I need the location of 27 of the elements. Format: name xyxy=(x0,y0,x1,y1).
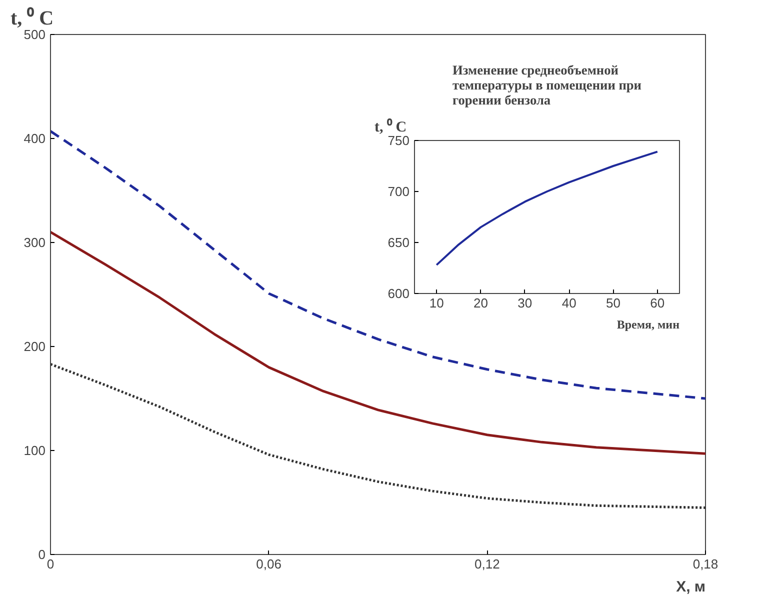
x-axis-title: Время, мин xyxy=(616,318,680,332)
x-tick-label: 0,12 xyxy=(474,556,500,572)
y-tick-label: 0 xyxy=(38,547,46,562)
y-tick-label: 650 xyxy=(388,235,410,250)
y-tick-label: 100 xyxy=(24,443,46,458)
x-tick-label: 0,06 xyxy=(256,556,282,572)
y-tick-label: 300 xyxy=(24,235,46,250)
x-tick-label: 60 xyxy=(650,296,665,310)
y-tick-label: 200 xyxy=(24,339,46,354)
line-series xyxy=(436,150,658,266)
x-tick-label: 50 xyxy=(606,296,620,310)
line-series xyxy=(50,362,706,509)
x-tick-label: 10 xyxy=(429,296,444,310)
x-tick-label: 30 xyxy=(518,296,532,310)
y-tick-label: 600 xyxy=(388,286,410,301)
x-tick-label: 40 xyxy=(562,296,576,310)
y-tick-label: 700 xyxy=(388,184,410,199)
y-axis-title: t, ⁰ C xyxy=(374,118,407,136)
x-axis-title: X, м xyxy=(676,578,706,596)
x-tick-label: 20 xyxy=(474,296,488,310)
y-axis-title: t, ⁰ C xyxy=(10,6,54,30)
y-tick-label: 400 xyxy=(24,131,46,146)
x-tick-label: 0,18 xyxy=(692,556,718,572)
chart-title: Изменение среднеобъемной температуры в помещении при горении бензола xyxy=(452,62,642,108)
y-tick-label: 750 xyxy=(388,133,410,148)
line-series xyxy=(50,230,706,455)
y-tick-label: 500 xyxy=(24,27,46,42)
